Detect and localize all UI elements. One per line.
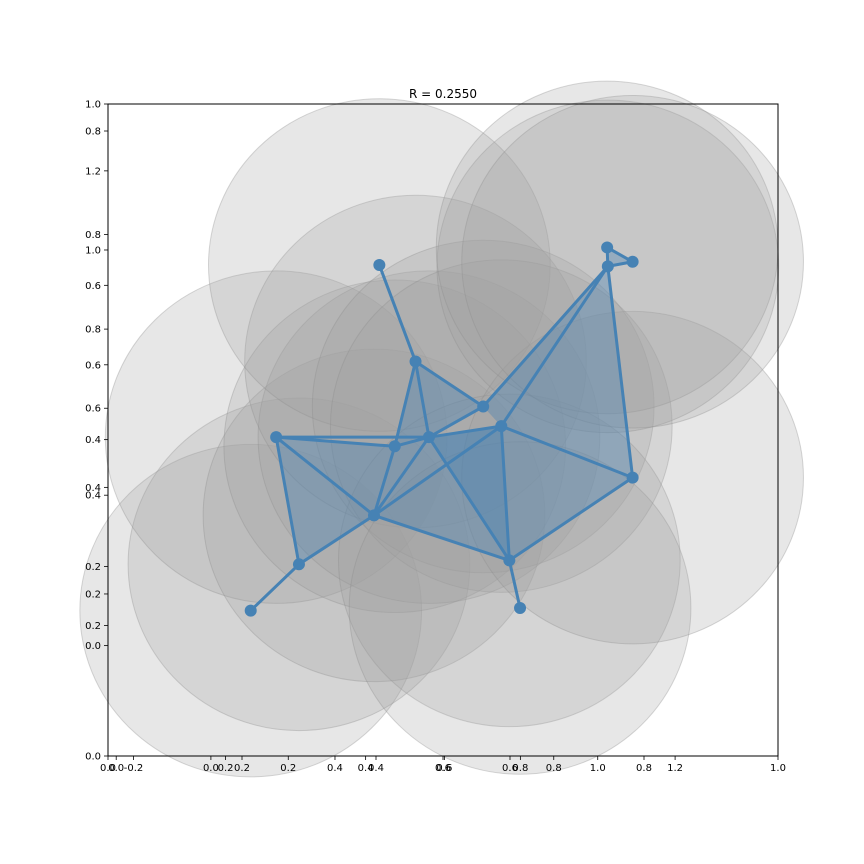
network-node-3 [367, 509, 380, 522]
mid-axis-xtick-label-0.2: 0.2 [218, 763, 234, 774]
overlay-axis-xtick-label-1.2: 1.2 [667, 763, 683, 774]
network-edge-26 [499, 264, 610, 428]
base-axis-xtick-label-0.4: 0.4 [368, 763, 384, 774]
overlay-axis-ytick-label-0.8: 0.8 [85, 325, 101, 336]
network-edge-17 [427, 435, 511, 562]
network-edge-19 [507, 558, 522, 610]
network-edge-3 [274, 435, 376, 517]
base-axis-xtick-label-0.6: 0.6 [502, 763, 518, 774]
overlay-axis-ytick-label-0.0: 0.0 [85, 641, 101, 652]
network-node-15 [626, 255, 639, 268]
overlay-axis-xtick-label-0.2: 0.2 [280, 763, 296, 774]
network-edge-9 [377, 263, 418, 364]
mid-axis-ytick-label-0.4: 0.4 [85, 435, 101, 446]
axis-ticks: -0.2 0.0 0.2 0.4 0.6 0.8 1.0 1.20.00.20.40.60.8… [85, 100, 786, 775]
base-axis-ytick-label-0.6: 0.6 [85, 360, 101, 371]
network-node-5 [422, 431, 435, 444]
base-axis-xtick-label-0.8: 0.8 [636, 763, 652, 774]
mid-axis-ytick-label-0.8: 0.8 [85, 127, 101, 138]
base-axis-xtick-label-0.0: 0.0 [100, 763, 116, 774]
network-edge-4 [274, 435, 397, 448]
overlay-axis-xtick-label--0.2: -0.2 [124, 763, 144, 774]
network-edge-20 [507, 476, 635, 562]
base-axis-xtick-label-0.2: 0.2 [234, 763, 250, 774]
simplex-triangle-4 [394, 361, 429, 447]
base-axis-ytick-label-1.0: 1.0 [85, 100, 101, 111]
overlay-axis-xtick-label-0.6: 0.6 [435, 763, 451, 774]
network-edge-16 [499, 424, 511, 562]
simplex-triangle-9 [501, 426, 633, 561]
network-node-2 [270, 431, 283, 444]
simplex-triangle-0 [276, 437, 374, 565]
base-axis-ytick-label-0.2: 0.2 [85, 621, 101, 632]
simplex-triangle-1 [276, 437, 395, 516]
mid-axis-xtick-label-0.6: 0.6 [436, 763, 452, 774]
overlay-axis-ytick-label-1.0: 1.0 [85, 245, 101, 256]
network-edge-27 [372, 513, 511, 562]
simplex-triangle-7 [373, 426, 510, 561]
simplex-triangle-6 [428, 426, 510, 561]
overlay-axis-ytick-label-1.2: 1.2 [85, 166, 101, 177]
network-edge-14 [427, 424, 503, 439]
overlay-axis-ytick-label-0.6: 0.6 [85, 404, 101, 415]
network-node-14 [601, 241, 614, 254]
network-edge-13 [481, 264, 610, 409]
base-axis-xtick-label-1.0: 1.0 [770, 763, 786, 774]
overlay-axis-xtick-label-0.4: 0.4 [358, 763, 374, 774]
network-edge-1 [274, 435, 301, 566]
mid-axis-xtick-label-0.8: 0.8 [546, 763, 562, 774]
network-edge-0 [249, 562, 301, 613]
base-axis-ytick-label-0.0: 0.0 [85, 752, 101, 763]
network-edge-11 [427, 405, 485, 439]
base-axis-ytick-label-0.4: 0.4 [85, 491, 101, 502]
network-node-9 [495, 420, 508, 433]
network-node-6 [409, 355, 422, 368]
network-edge-5 [372, 444, 397, 517]
overlay-axis-ytick-label-0.2: 0.2 [85, 562, 101, 573]
network-edge-21 [499, 424, 635, 480]
network-node-4 [388, 440, 401, 453]
network-node-1 [292, 558, 305, 571]
mid-axis-xtick-label-0.4: 0.4 [327, 763, 343, 774]
overlay-axis-xtick-label-1.0: 1.0 [590, 763, 606, 774]
simplex-triangle-3 [415, 361, 484, 438]
network-node-0 [244, 604, 257, 617]
network-edge-7 [372, 435, 431, 517]
overlay-axis-xtick-label-0.0: 0.0 [203, 763, 219, 774]
base-axis-ytick-label-0.8: 0.8 [85, 230, 101, 241]
overlay-axis-xtick-label-0.8: 0.8 [512, 763, 528, 774]
network-edge-22 [606, 264, 635, 480]
mid-axis-xtick-label-0.0: 0.0 [108, 763, 124, 774]
network-nodes [244, 241, 639, 617]
overlay-axis-ytick-label-0.4: 0.4 [85, 483, 101, 494]
network-node-10 [503, 554, 516, 567]
network-edge-15 [372, 424, 503, 517]
network-edge-10 [393, 360, 418, 448]
mid-axis-ytick-label-0.2: 0.2 [85, 589, 101, 600]
network-edge-12 [414, 360, 485, 409]
network-edge-2 [297, 513, 376, 566]
network-edge-8 [414, 360, 431, 439]
chart-title: R = 0.2550 [409, 87, 477, 101]
mid-axis-ytick-label-0.6: 0.6 [85, 281, 101, 292]
network-node-11 [514, 601, 527, 614]
network-node-12 [626, 471, 639, 484]
network-node-8 [477, 400, 490, 413]
network-node-13 [601, 260, 614, 273]
simplex-triangle-8 [501, 266, 633, 478]
network-node-7 [373, 259, 386, 272]
simplex-triangle-11 [483, 266, 608, 427]
